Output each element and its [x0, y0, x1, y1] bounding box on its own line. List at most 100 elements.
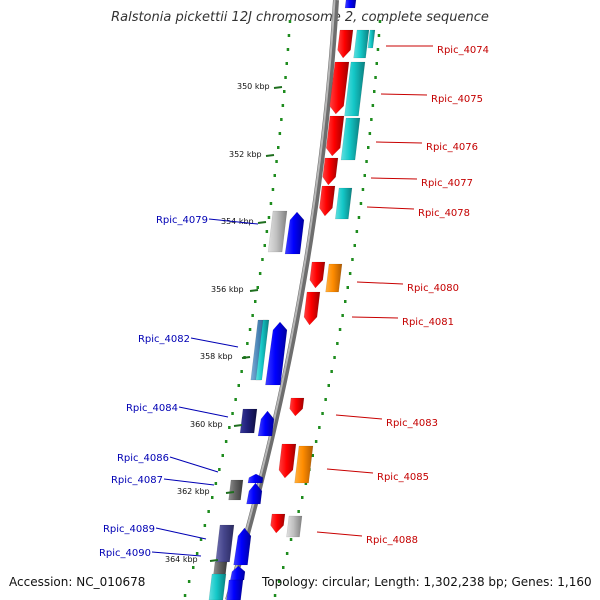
gc-dot [273, 174, 276, 177]
gc-dot [228, 426, 231, 429]
accession-text: Accession: NC_010678 [9, 575, 146, 589]
gc-dot [288, 20, 292, 23]
gc-dot [240, 370, 243, 373]
gene-rpic-4086 [247, 473, 264, 484]
gc-dot [376, 48, 380, 51]
gene-label-forward: Rpic_4075 [431, 94, 483, 105]
gc-dot [265, 230, 269, 233]
gc-dot [283, 90, 286, 93]
gene-rpic-4074-c [367, 29, 376, 49]
map-title: Ralstonia pickettii 12J chromosome 2, co… [111, 10, 489, 25]
leader-line-forward [356, 281, 404, 285]
gene-label-forward: Rpic_4081 [402, 317, 454, 328]
gc-dot [246, 342, 249, 345]
gene-rpic-4079-a [267, 210, 288, 253]
gc-dot [261, 258, 264, 261]
gene-rpic-4090-a [213, 561, 228, 576]
gene-label-forward: Rpic_4080 [407, 283, 459, 294]
gc-dot [359, 202, 363, 205]
gc-dot [275, 160, 278, 163]
gc-dot [336, 342, 339, 345]
gc-dot [370, 118, 373, 121]
gc-dot [341, 314, 344, 317]
gc-dot [289, 538, 293, 541]
gc-dot [377, 34, 381, 37]
gc-dot [368, 132, 372, 135]
gc-dot [301, 496, 304, 499]
gc-dot [338, 328, 342, 331]
gc-dot [344, 300, 347, 303]
gene-label-reverse: Rpic_4079 [156, 215, 208, 226]
gc-dot [351, 258, 354, 261]
gc-dot [284, 76, 287, 79]
gene-rpic-4085-a [278, 443, 297, 479]
gene-rpic-4088-a [270, 513, 286, 534]
leader-line-forward [366, 206, 415, 210]
gc-dot [285, 62, 288, 65]
gene-rpic-4082-b [255, 319, 270, 381]
gc-dot [256, 286, 259, 289]
leader-line-reverse [190, 337, 239, 348]
gc-dot [214, 482, 218, 485]
gc-dot [277, 146, 280, 149]
gene-label-reverse: Rpic_4086 [117, 453, 169, 464]
gene-label-reverse: Rpic_4082 [138, 334, 190, 345]
gc-dot [348, 272, 352, 275]
kbp-tick-label: 360 kbp [190, 420, 223, 429]
gc-dot [374, 76, 377, 79]
gene-blue-bottom [226, 579, 244, 600]
kbp-tick-label: 362 kbp [177, 487, 210, 496]
gc-dot [192, 566, 195, 569]
gene-rpic-4089-a [215, 524, 235, 563]
gc-dot [224, 440, 228, 443]
gc-dot [378, 20, 382, 23]
gc-dot [286, 48, 290, 51]
gc-dot [267, 216, 271, 219]
kbp-tick-label: 352 kbp [229, 150, 262, 159]
leader-line-forward [316, 531, 363, 537]
leader-line-reverse [178, 406, 229, 418]
leader-line-forward [370, 177, 418, 180]
gene-rpic-4078-a [319, 185, 336, 217]
gene-rpic-4088-b [286, 515, 303, 538]
gc-dot [278, 132, 282, 135]
gc-dot [330, 370, 333, 373]
gc-dot [207, 510, 210, 513]
kbp-tick [225, 491, 235, 494]
topology-summary: Topology: circular; Length: 1,302,238 bp… [262, 575, 592, 589]
kbp-tick [273, 86, 283, 89]
gc-dot [271, 188, 275, 191]
gene-rpic-4084-a [239, 408, 258, 434]
gene-label-forward: Rpic_4088 [366, 535, 418, 546]
gene-label-reverse: Rpic_4087 [111, 475, 163, 486]
label-leader-lines [151, 45, 433, 557]
leader-line-reverse [163, 478, 215, 486]
leader-line-forward [326, 468, 374, 474]
gc-dot [277, 580, 281, 583]
gc-dot [333, 356, 336, 359]
gene-rpic-4085-b [294, 445, 314, 484]
leader-line-reverse [151, 551, 202, 557]
gene-rpic-4077 [322, 157, 339, 186]
leader-line-reverse [155, 527, 207, 540]
gc-dot [324, 398, 327, 401]
gc-dot [273, 594, 277, 597]
gene-rpic-4074-b [353, 29, 370, 59]
gc-dot [211, 496, 214, 499]
gene-label-forward: Rpic_4083 [386, 418, 438, 429]
gc-dot [254, 300, 257, 303]
gene-labels: Rpic_4074 Rpic_4075 Rpic_4076 Rpic_4077 Rpic… [99, 45, 489, 559]
gc-dot [280, 118, 283, 121]
kbp-tick-label: 364 kbp [165, 555, 198, 564]
leader-line-forward [380, 93, 428, 96]
gc-dot [318, 426, 321, 429]
gc-dot [231, 412, 234, 415]
leader-line-forward [351, 316, 399, 319]
gc-dot [234, 398, 237, 401]
kbp-tick [265, 154, 275, 157]
gc-dot [258, 272, 262, 275]
gc-dot [367, 146, 370, 149]
gc-dot [346, 286, 349, 289]
gene-rpic-4083 [289, 397, 305, 417]
